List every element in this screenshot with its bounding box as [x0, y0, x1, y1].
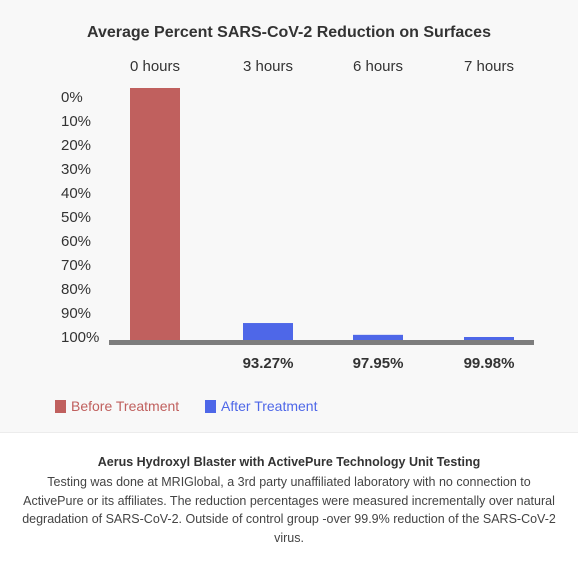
y-tick-label: 40% — [61, 185, 91, 202]
y-tick-label: 70% — [61, 257, 91, 274]
y-tick-label: 0% — [61, 89, 83, 106]
y-axis-ticks: 0% 10% 20% 30% 40% 50% 60% 70% 80% 90% 100% — [61, 89, 99, 346]
chart-panel: Average Percent SARS-CoV-2 Reduction on … — [55, 24, 534, 414]
category-labels: 0 hours 3 hours 6 hours 7 hours — [130, 58, 514, 75]
legend: Before Treatment After Treatment — [55, 398, 318, 414]
chart: Average Percent SARS-CoV-2 Reduction on … — [55, 24, 534, 414]
caption-body: Testing was done at MRIGlobal, a 3rd par… — [22, 475, 556, 545]
category-label: 3 hours — [243, 58, 293, 75]
category-label: 0 hours — [130, 58, 180, 75]
bar-after — [243, 323, 293, 340]
y-tick-label: 30% — [61, 161, 91, 178]
caption-panel: Aerus Hydroxyl Blaster with ActivePure T… — [0, 432, 578, 565]
legend-label: After Treatment — [221, 398, 318, 414]
legend-swatch — [205, 400, 216, 413]
chart-title: Average Percent SARS-CoV-2 Reduction on … — [87, 24, 491, 41]
bar-after — [353, 334, 403, 340]
y-tick-label: 100% — [61, 329, 99, 346]
data-label: 93.27% — [243, 355, 294, 372]
data-label: 99.98% — [464, 355, 515, 372]
bar-before — [130, 88, 180, 340]
data-label: 97.95% — [353, 355, 404, 372]
value-labels: 93.27% 97.95% 99.98% — [243, 355, 515, 372]
category-label: 7 hours — [464, 58, 514, 75]
baseline — [109, 340, 534, 345]
y-tick-label: 20% — [61, 137, 91, 154]
legend-label: Before Treatment — [71, 398, 179, 414]
y-tick-label: 80% — [61, 281, 91, 298]
category-label: 6 hours — [353, 58, 403, 75]
y-tick-label: 60% — [61, 233, 91, 250]
bar-after — [464, 337, 514, 340]
bars — [130, 88, 514, 340]
y-tick-label: 50% — [61, 209, 91, 226]
y-tick-label: 90% — [61, 305, 91, 322]
y-tick-label: 10% — [61, 113, 91, 130]
caption-title: Aerus Hydroxyl Blaster with ActivePure T… — [97, 455, 481, 469]
legend-swatch — [55, 400, 66, 413]
